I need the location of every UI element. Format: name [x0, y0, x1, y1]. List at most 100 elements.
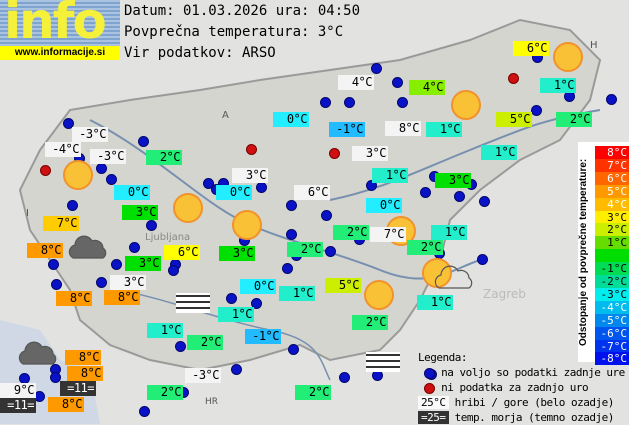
temperature-label[interactable]: 2°C — [287, 242, 323, 257]
temperature-label[interactable]: =11= — [60, 381, 96, 396]
temperature-label[interactable]: -1°C — [329, 122, 365, 137]
station-dot[interactable] — [282, 263, 293, 274]
temperature-label[interactable]: 2°C — [352, 315, 388, 330]
temperature-label[interactable]: -3°C — [90, 149, 126, 164]
temperature-label[interactable]: 5°C — [325, 278, 361, 293]
temperature-label[interactable]: -3°C — [72, 127, 108, 142]
temperature-label[interactable]: 3°C — [122, 205, 158, 220]
station-dot[interactable] — [48, 259, 59, 270]
station-dot[interactable] — [63, 118, 74, 129]
temperature-label[interactable]: 7°C — [370, 227, 406, 242]
temperature-label[interactable]: 2°C — [146, 150, 182, 165]
temperature-label[interactable]: 3°C — [435, 173, 471, 188]
temperature-label[interactable]: 2°C — [147, 385, 183, 400]
station-dot[interactable] — [203, 178, 214, 189]
logo[interactable]: info www.informacije.si — [0, 0, 120, 60]
temperature-label[interactable]: 0°C — [273, 112, 309, 127]
temperature-label[interactable]: 3°C — [110, 275, 146, 290]
station-missing-dot[interactable] — [40, 165, 51, 176]
temperature-label[interactable]: 0°C — [366, 198, 402, 213]
station-dot[interactable] — [168, 265, 179, 276]
station-dot[interactable] — [106, 174, 117, 185]
temperature-label[interactable]: 8°C — [67, 366, 103, 381]
temperature-label[interactable]: 3°C — [352, 146, 388, 161]
station-missing-dot[interactable] — [329, 148, 340, 159]
station-missing-dot[interactable] — [508, 73, 519, 84]
station-dot[interactable] — [286, 200, 297, 211]
temperature-label[interactable]: 6°C — [513, 41, 549, 56]
station-dot[interactable] — [256, 182, 267, 193]
temperature-label[interactable]: 1°C — [372, 168, 408, 183]
station-dot[interactable] — [96, 277, 107, 288]
temperature-label[interactable]: -4°C — [45, 142, 81, 157]
temperature-label[interactable]: 1°C — [279, 286, 315, 301]
station-dot[interactable] — [479, 196, 490, 207]
temperature-label[interactable]: 4°C — [409, 80, 445, 95]
station-dot[interactable] — [251, 298, 262, 309]
temperature-label[interactable]: 0°C — [240, 279, 276, 294]
station-dot[interactable] — [320, 97, 331, 108]
station-dot[interactable] — [371, 63, 382, 74]
temperature-label[interactable]: 2°C — [407, 240, 443, 255]
station-dot[interactable] — [67, 200, 78, 211]
temperature-label[interactable]: =11= — [0, 398, 36, 413]
station-dot[interactable] — [175, 341, 186, 352]
temperature-label[interactable]: 0°C — [114, 185, 150, 200]
station-dot[interactable] — [138, 136, 149, 147]
temperature-label[interactable]: 2°C — [333, 225, 369, 240]
temperature-label[interactable]: 1°C — [147, 323, 183, 338]
station-dot[interactable] — [51, 279, 62, 290]
temperature-label[interactable]: 7°C — [43, 216, 79, 231]
station-dot[interactable] — [50, 372, 61, 383]
temperature-label[interactable]: 1°C — [417, 295, 453, 310]
station-dot[interactable] — [531, 105, 542, 116]
temperature-label[interactable]: 8°C — [65, 350, 101, 365]
station-missing-dot[interactable] — [246, 144, 257, 155]
station-dot[interactable] — [139, 406, 150, 417]
temperature-label[interactable]: 1°C — [426, 122, 462, 137]
temperature-label[interactable]: 3°C — [219, 246, 255, 261]
temperature-label[interactable]: 1°C — [540, 78, 576, 93]
station-dot[interactable] — [397, 97, 408, 108]
station-dot[interactable] — [111, 259, 122, 270]
temperature-label[interactable]: -3°C — [185, 368, 221, 383]
station-dot[interactable] — [288, 344, 299, 355]
temperature-label[interactable]: 5°C — [496, 112, 532, 127]
temperature-label[interactable]: 3°C — [125, 256, 161, 271]
temperature-label[interactable]: 3°C — [232, 168, 268, 183]
station-dot[interactable] — [454, 191, 465, 202]
station-dot[interactable] — [392, 77, 403, 88]
station-dot[interactable] — [477, 254, 488, 265]
temperature-label[interactable]: 8°C — [385, 121, 421, 136]
station-dot[interactable] — [366, 180, 377, 191]
temperature-label[interactable]: 9°C — [0, 383, 36, 398]
station-dot[interactable] — [344, 97, 355, 108]
temperature-label[interactable]: -1°C — [245, 329, 281, 344]
temperature-label[interactable]: 4°C — [338, 75, 374, 90]
station-dot[interactable] — [325, 246, 336, 257]
station-dot[interactable] — [129, 242, 140, 253]
temperature-label[interactable]: 2°C — [556, 112, 592, 127]
temperature-label[interactable]: 6°C — [164, 245, 200, 260]
station-dot[interactable] — [286, 229, 297, 240]
temperature-label[interactable]: 8°C — [27, 243, 63, 258]
temperature-label[interactable]: 8°C — [48, 397, 84, 412]
station-dot[interactable] — [321, 210, 332, 221]
temperature-label[interactable]: 1°C — [218, 307, 254, 322]
station-dot[interactable] — [606, 94, 617, 105]
station-dot[interactable] — [231, 364, 242, 375]
temperature-label[interactable]: 0°C — [216, 185, 252, 200]
temperature-label[interactable]: 1°C — [481, 145, 517, 160]
temperature-label[interactable]: 8°C — [56, 291, 92, 306]
temperature-label[interactable]: 2°C — [187, 335, 223, 350]
station-dot[interactable] — [339, 372, 350, 383]
station-dot[interactable] — [226, 293, 237, 304]
station-dot[interactable] — [96, 163, 107, 174]
temperature-label[interactable]: 8°C — [104, 290, 140, 305]
temperature-label[interactable]: 6°C — [294, 185, 330, 200]
temperature-label[interactable]: 1°C — [431, 225, 467, 240]
station-dot[interactable] — [146, 220, 157, 231]
logo-url[interactable]: www.informacije.si — [0, 46, 120, 60]
temperature-label[interactable]: 2°C — [295, 385, 331, 400]
station-dot[interactable] — [420, 187, 431, 198]
